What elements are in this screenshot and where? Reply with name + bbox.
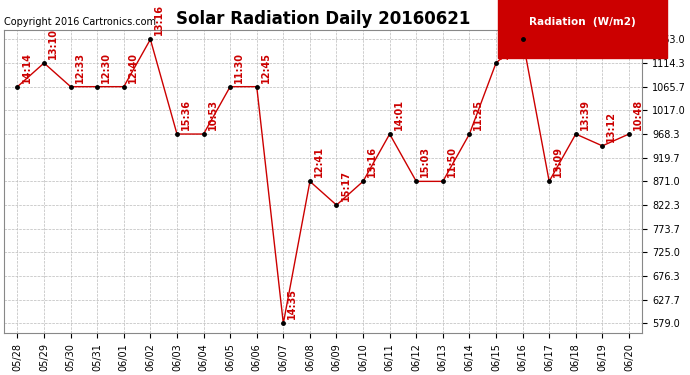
Text: 12:45: 12:45: [261, 52, 270, 83]
Text: 13:09: 13:09: [553, 147, 563, 177]
Text: 14:35: 14:35: [287, 288, 297, 320]
Text: 13:16: 13:16: [155, 4, 164, 36]
Text: 15:03: 15:03: [420, 147, 431, 177]
Text: 12:30: 12:30: [101, 52, 111, 83]
Text: 10:53: 10:53: [208, 99, 217, 130]
Text: 14:01: 14:01: [394, 99, 404, 130]
Text: 13:16: 13:16: [367, 147, 377, 177]
Text: Radiation  (W/m2): Radiation (W/m2): [529, 16, 636, 27]
Text: 11:30: 11:30: [234, 52, 244, 83]
Text: 13:10: 13:10: [48, 28, 58, 59]
Title: Solar Radiation Daily 20160621: Solar Radiation Daily 20160621: [176, 10, 471, 28]
Text: 11:25: 11:25: [473, 99, 484, 130]
Text: Copyright 2016 Cartronics.com: Copyright 2016 Cartronics.com: [4, 16, 156, 27]
Text: 15:17: 15:17: [340, 170, 351, 201]
Text: 11:50: 11:50: [447, 147, 457, 177]
Text: 15:36: 15:36: [181, 99, 191, 130]
Text: 12:40: 12:40: [128, 52, 138, 83]
Text: 14:14: 14:14: [21, 52, 32, 83]
Text: 10:48: 10:48: [633, 99, 643, 130]
Text: 11:25: 11:25: [526, 4, 537, 36]
Text: 13:39: 13:39: [580, 99, 590, 130]
Text: 13:12: 13:12: [607, 111, 616, 142]
Text: 12:33: 12:33: [500, 28, 510, 59]
Text: 12:33: 12:33: [75, 52, 85, 83]
Text: 12:41: 12:41: [314, 147, 324, 177]
